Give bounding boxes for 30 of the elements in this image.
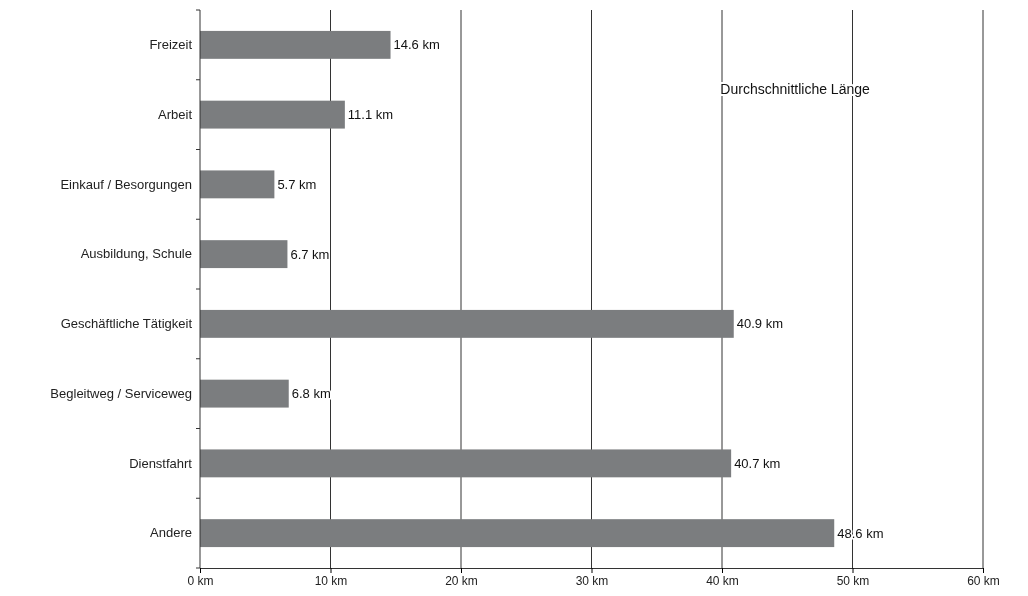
bar (200, 170, 275, 199)
x-tick-label: 10 km (314, 573, 348, 588)
x-tick-label: 60 km (967, 573, 1000, 588)
bar (200, 449, 732, 478)
x-tick-label: 0 km (187, 573, 214, 588)
y-tick-label: Andere (150, 525, 192, 541)
bar (200, 379, 289, 408)
bar (200, 309, 734, 338)
x-tick-label: 50 km (836, 573, 870, 588)
y-tick-label: Ausbildung, Schule (80, 246, 192, 262)
y-tick-label: Dienstfahrt (129, 455, 193, 471)
bar (200, 519, 835, 548)
data-label: 5.7 km (277, 176, 317, 192)
x-tick-label: 20 km (445, 573, 478, 588)
data-label: 40.7 km (734, 455, 781, 471)
y-tick-label: Freizeit (149, 37, 193, 53)
data-label: 14.6 km (393, 37, 440, 53)
x-tick-label: 30 km (575, 573, 609, 588)
x-tick-label: 40 km (706, 573, 739, 588)
bar (200, 240, 288, 269)
data-label: 40.9 km (736, 316, 783, 332)
data-label: 6.8 km (291, 386, 331, 402)
bar (200, 30, 391, 59)
y-tick-label: Arbeit (158, 106, 193, 122)
y-tick-label: Geschäftliche Tätigkeit (60, 316, 193, 332)
bar (200, 100, 345, 129)
data-label: 6.7 km (290, 246, 330, 262)
data-label: 11.1 km (347, 107, 394, 123)
y-tick-label: Begleitweg / Serviceweg (50, 385, 192, 401)
y-tick-label: Einkauf / Besorgungen (60, 176, 192, 192)
